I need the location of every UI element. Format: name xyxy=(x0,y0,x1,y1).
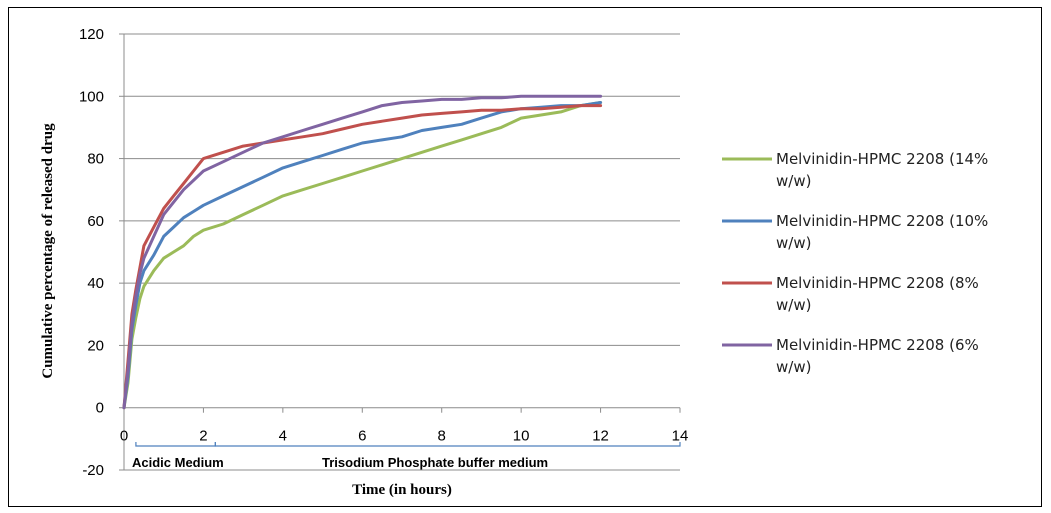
y-tick-label: 20 xyxy=(87,337,104,354)
acidic-medium-label: Acidic Medium xyxy=(132,455,224,470)
x-tick-label: 0 xyxy=(120,428,128,445)
series-line-1 xyxy=(122,101,603,410)
x-axis-title: Time (in hours) xyxy=(352,482,452,498)
legend-label-4: Melvinidin-HPMC 2208 (6% w/w) xyxy=(776,336,979,376)
y-axis-ticks: -20 0 20 40 60 80 100 120 xyxy=(79,26,104,479)
series-line-3 xyxy=(122,104,603,410)
series-line-4 xyxy=(122,94,603,410)
series-line-2 xyxy=(122,101,603,410)
y-tick-label: -20 xyxy=(82,462,104,479)
buffer-medium-label: Trisodium Phosphate buffer medium xyxy=(322,455,548,470)
legend-label-1: Melvinidin-HPMC 2208 (14% w/w) xyxy=(776,150,988,190)
buffer-medium-bracket xyxy=(214,442,681,447)
phase-brackets xyxy=(135,442,681,447)
x-tick-label: 12 xyxy=(592,428,609,445)
x-tick-label: 4 xyxy=(279,428,287,445)
x-axis-ticks: 0 2 4 6 8 10 12 14 xyxy=(120,428,689,445)
y-tick-label: 80 xyxy=(87,151,104,168)
legend-label-2: Melvinidin-HPMC 2208 (10% w/w) xyxy=(776,212,988,252)
chart-frame xyxy=(8,7,1042,507)
legend-label-3: Melvinidin-HPMC 2208 (8% w/w) xyxy=(776,274,979,314)
x-tick-label: 14 xyxy=(672,428,689,445)
y-tick-label: 0 xyxy=(96,400,104,417)
legend: Melvinidin-HPMC 2208 (14% w/w) Melvinidin-… xyxy=(722,150,988,376)
x-tick-label: 10 xyxy=(513,428,530,445)
y-tick-label: 40 xyxy=(87,275,104,292)
data-series xyxy=(122,94,603,410)
axes xyxy=(119,33,681,471)
y-tick-label: 100 xyxy=(79,88,104,105)
y-tick-label: 120 xyxy=(79,26,104,43)
y-axis-title: Cumulative percentage of released drug xyxy=(40,123,56,379)
x-tick-label: 6 xyxy=(358,428,366,445)
x-tick-label: 8 xyxy=(438,428,446,445)
x-tick-label: 2 xyxy=(199,428,207,445)
y-tick-label: 60 xyxy=(87,213,104,230)
gridlines xyxy=(124,33,680,471)
